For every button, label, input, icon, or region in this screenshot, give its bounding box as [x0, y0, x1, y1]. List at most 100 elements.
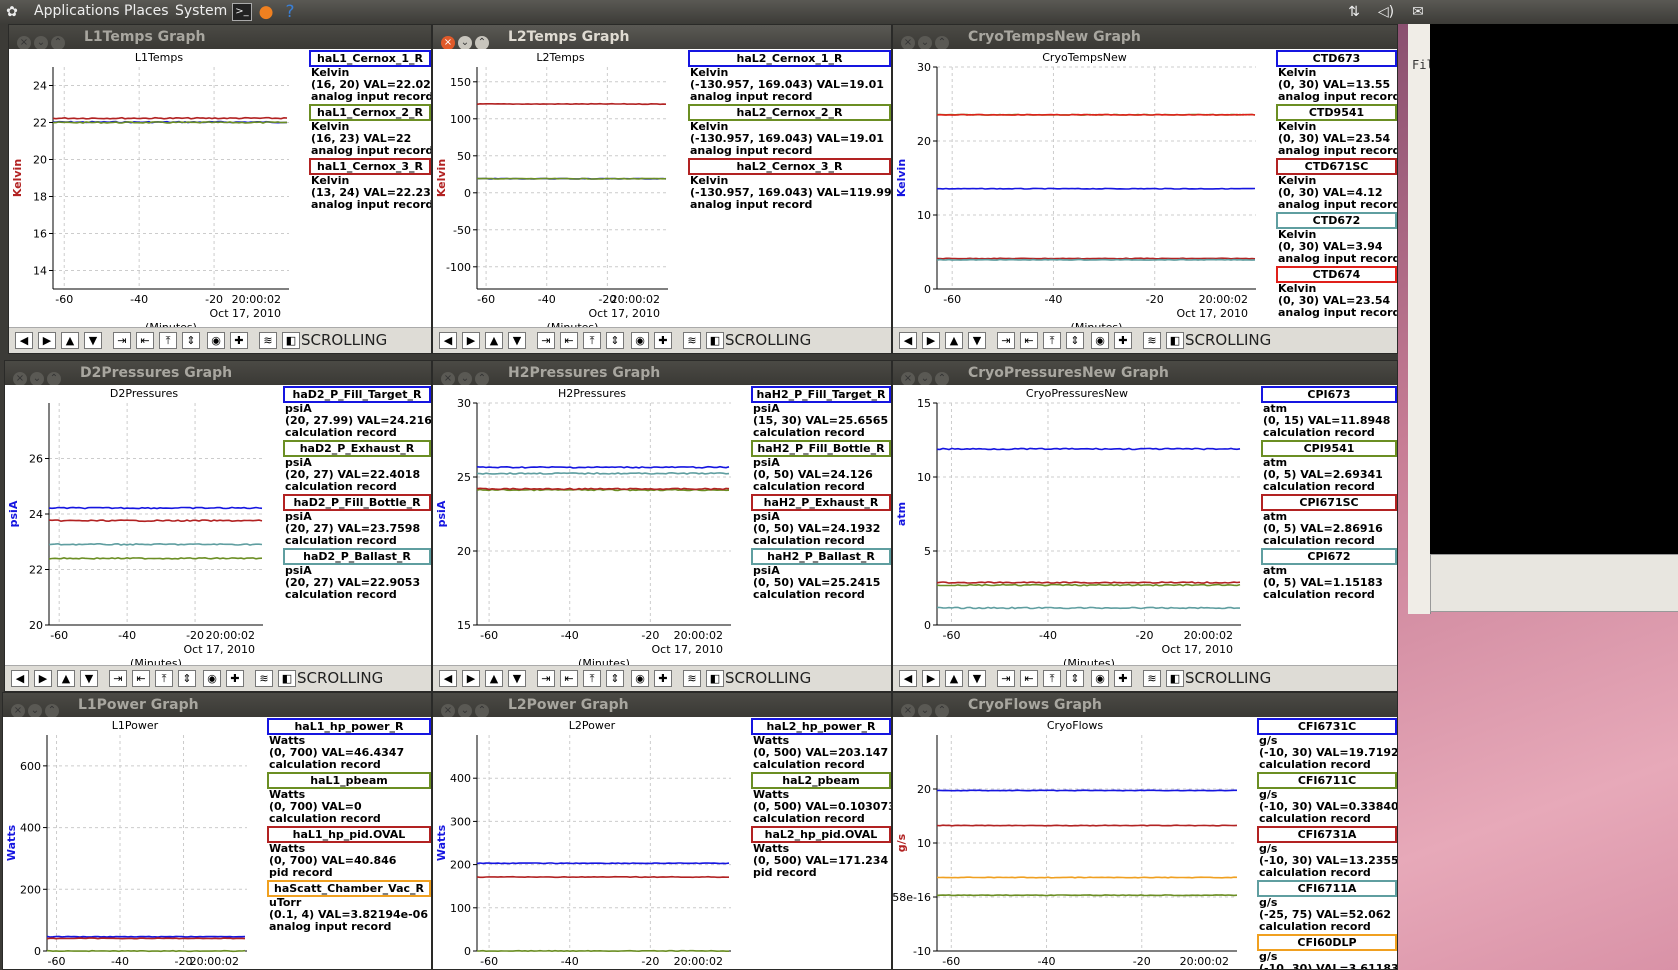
pan-down-icon[interactable]: ▼ — [84, 332, 102, 349]
window-titlebar[interactable]: × ⌄ ⌃ D2Pressures Graph — [5, 361, 431, 386]
legend-item[interactable]: haL1_pbeam Watts (0, 700) VAL=0 calculation… — [267, 772, 431, 825]
zoom-out-y-icon[interactable]: ⇕ — [606, 670, 624, 687]
zoom-out-y-icon[interactable]: ⇕ — [182, 332, 200, 349]
legend-item-name[interactable]: haL1_pbeam — [267, 772, 431, 789]
legend-item-name[interactable]: haH2_P_Fill_Target_R — [751, 386, 891, 403]
pan-right-icon[interactable]: ▶ — [38, 332, 56, 349]
maximize-icon[interactable]: ⌃ — [51, 36, 65, 50]
minimize-icon[interactable]: ⌄ — [918, 372, 932, 386]
legend-item[interactable]: CTD9541 Kelvin (0, 30) VAL=23.54 analog inp… — [1276, 104, 1397, 157]
legend-item-name[interactable]: haL2_pbeam — [751, 772, 891, 789]
legend-item[interactable]: CTD672 Kelvin (0, 30) VAL=3.94 analog input… — [1276, 212, 1397, 265]
window-titlebar[interactable]: × ⌄ ⌃ L2Temps Graph — [433, 25, 891, 50]
window-titlebar[interactable]: × ⌄ ⌃ H2Pressures Graph — [433, 361, 891, 386]
window-titlebar[interactable]: × ⌄ ⌃ L2Power Graph — [433, 693, 891, 718]
menu-system[interactable]: System — [175, 3, 228, 19]
zoom-in-y-icon[interactable]: ⤒ — [583, 670, 601, 687]
l1temps-graph-window[interactable]: × ⌄ ⌃ L1Temps Graph L1Temps Kelvin 24 22 20 18 16 1… — [8, 24, 432, 354]
zoom-out-x-icon[interactable]: ⇤ — [560, 332, 578, 349]
legend-item-name[interactable]: haL2_Cernox_1_R — [688, 50, 891, 67]
legend-item-name[interactable]: haL2_hp_pid.OVAL — [751, 826, 891, 843]
legend-item-name[interactable]: haL1_hp_pid.OVAL — [267, 826, 431, 843]
legend-item-name[interactable]: CTD9541 — [1276, 104, 1397, 121]
toggle-scroll-icon[interactable]: ◧ — [1166, 332, 1184, 349]
reset-icon[interactable]: ◉ — [207, 332, 225, 349]
autoscale-icon[interactable]: ≋ — [683, 670, 701, 687]
zoom-in-x-icon[interactable]: ⇥ — [997, 332, 1015, 349]
legend-item-name[interactable]: CPI9541 — [1261, 440, 1397, 457]
legend-item[interactable]: CFI6711A g/s (-25, 75) VAL=52.062 calculati… — [1257, 880, 1397, 933]
legend-item-name[interactable]: haH2_P_Exhaust_R — [751, 494, 891, 511]
legend-item[interactable]: haL2_hp_pid.OVAL Watts (0, 500) VAL=171.23… — [751, 826, 891, 879]
legend-item-name[interactable]: CPI673 — [1261, 386, 1397, 403]
zoom-out-x-icon[interactable]: ⇤ — [1020, 670, 1038, 687]
pan-right-icon[interactable]: ▶ — [462, 670, 480, 687]
zoom-in-x-icon[interactable]: ⇥ — [537, 670, 555, 687]
firefox-icon[interactable]: ● — [258, 2, 274, 22]
legend-item-name[interactable]: haD2_P_Exhaust_R — [283, 440, 431, 457]
add-icon[interactable]: ✚ — [226, 670, 244, 687]
zoom-in-y-icon[interactable]: ⤒ — [155, 670, 173, 687]
autoscale-icon[interactable]: ≋ — [683, 332, 701, 349]
partial-window[interactable]: Fil — [1408, 24, 1434, 614]
close-icon[interactable]: × — [901, 372, 915, 386]
ubuntu-logo-icon[interactable]: ✿ — [6, 4, 18, 20]
legend-item-name[interactable]: haH2_P_Ballast_R — [751, 548, 891, 565]
maximize-icon[interactable]: ⌃ — [475, 372, 489, 386]
close-icon[interactable]: × — [11, 704, 25, 718]
add-icon[interactable]: ✚ — [230, 332, 248, 349]
legend-item[interactable]: haH2_P_Fill_Bottle_R psiA (0, 50) VAL=24.1… — [751, 440, 891, 493]
d2pressures-graph-window[interactable]: × ⌄ ⌃ D2Pressures Graph D2Pressures psiA 26 24 2… — [4, 360, 432, 692]
legend-item-name[interactable]: CFI6731A — [1257, 826, 1397, 843]
toggle-scroll-icon[interactable]: ◧ — [282, 332, 300, 349]
legend-item[interactable]: haH2_P_Ballast_R psiA (0, 50) VAL=25.2415 c… — [751, 548, 891, 601]
legend-item[interactable]: haH2_P_Exhaust_R psiA (0, 50) VAL=24.1932 c… — [751, 494, 891, 547]
add-icon[interactable]: ✚ — [654, 670, 672, 687]
legend-item-name[interactable]: haL1_Cernox_2_R — [309, 104, 431, 121]
legend-item-name[interactable]: CFI6711A — [1257, 880, 1397, 897]
pan-left-icon[interactable]: ◀ — [899, 670, 917, 687]
legend-item[interactable]: CTD671SC Kelvin (0, 30) VAL=4.12 analog inp… — [1276, 158, 1397, 211]
zoom-out-y-icon[interactable]: ⇕ — [1066, 670, 1084, 687]
zoom-out-x-icon[interactable]: ⇤ — [132, 670, 150, 687]
toggle-scroll-icon[interactable]: ◧ — [706, 332, 724, 349]
menu-applications[interactable]: Applications — [34, 3, 120, 19]
maximize-icon[interactable]: ⌃ — [475, 704, 489, 718]
legend-item[interactable]: haL2_Cernox_1_R Kelvin (-130.957, 169.043)… — [688, 50, 891, 103]
minimize-icon[interactable]: ⌄ — [918, 704, 932, 718]
pan-up-icon[interactable]: ▲ — [485, 670, 503, 687]
reset-icon[interactable]: ◉ — [1091, 670, 1109, 687]
terminal-icon[interactable]: >_ — [232, 3, 252, 21]
add-icon[interactable]: ✚ — [1114, 670, 1132, 687]
maximize-icon[interactable]: ⌃ — [935, 372, 949, 386]
toggle-scroll-icon[interactable]: ◧ — [278, 670, 296, 687]
zoom-in-x-icon[interactable]: ⇥ — [109, 670, 127, 687]
autoscale-icon[interactable]: ≋ — [1143, 332, 1161, 349]
legend-item-name[interactable]: haL1_hp_power_R — [267, 718, 431, 735]
pan-up-icon[interactable]: ▲ — [485, 332, 503, 349]
pan-up-icon[interactable]: ▲ — [945, 332, 963, 349]
legend-item[interactable]: haD2_P_Ballast_R psiA (20, 27) VAL=22.9053… — [283, 548, 431, 601]
zoom-in-y-icon[interactable]: ⤒ — [1043, 670, 1061, 687]
reset-icon[interactable]: ◉ — [631, 332, 649, 349]
legend-item[interactable]: CPI9541 atm (0, 5) VAL=2.69341 calculation … — [1261, 440, 1397, 493]
window-titlebar[interactable]: × ⌄ ⌃ CryoPressuresNew Graph — [893, 361, 1397, 386]
legend-item-name[interactable]: CFI6731C — [1257, 718, 1397, 735]
zoom-in-x-icon[interactable]: ⇥ — [113, 332, 131, 349]
legend-item-name[interactable]: CPI671SC — [1261, 494, 1397, 511]
maximize-icon[interactable]: ⌃ — [935, 704, 949, 718]
minimize-icon[interactable]: ⌄ — [458, 36, 472, 50]
close-icon[interactable]: × — [17, 36, 31, 50]
legend-item-name[interactable]: CTD671SC — [1276, 158, 1397, 175]
minimize-icon[interactable]: ⌄ — [918, 36, 932, 50]
autoscale-icon[interactable]: ≋ — [255, 670, 273, 687]
legend-item-name[interactable]: CTD673 — [1276, 50, 1397, 67]
legend-item-name[interactable]: CPI672 — [1261, 548, 1397, 565]
cryoflows-graph-window[interactable]: ×⌄⌃ CryoFlows Graph CryoFlows g/s 20 10 -2.58e… — [892, 692, 1398, 970]
pan-down-icon[interactable]: ▼ — [968, 332, 986, 349]
close-icon[interactable]: × — [441, 704, 455, 718]
legend-item[interactable]: CPI672 atm (0, 5) VAL=1.15183 calculation r… — [1261, 548, 1397, 601]
legend-item[interactable]: haL1_Cernox_1_R Kelvin (16, 20) VAL=22.02 a… — [309, 50, 431, 103]
legend-item[interactable]: haScatt_Chamber_Vac_R uTorr (0.1, 4) VAL=3… — [267, 880, 431, 933]
reset-icon[interactable]: ◉ — [203, 670, 221, 687]
